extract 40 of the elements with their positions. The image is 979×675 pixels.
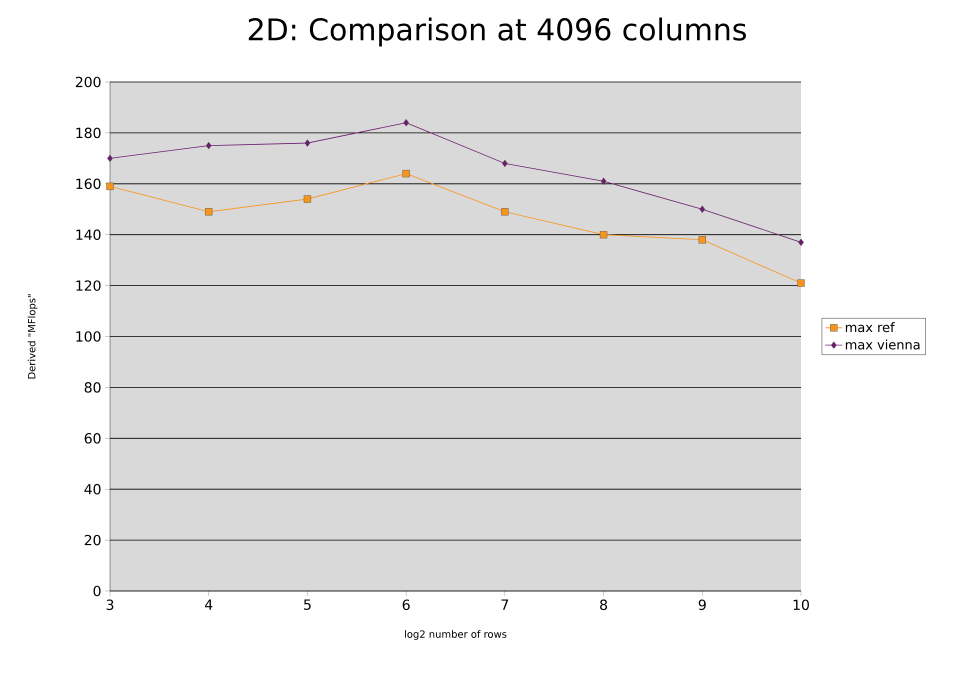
point (502, 160, 508, 168)
point (501, 208, 509, 216)
x-tick-label: 3 (106, 600, 114, 610)
y-tick-label: 0 (94, 586, 101, 596)
legend-label: max ref (846, 322, 895, 332)
y-tick-label: 180 (76, 128, 101, 138)
point (402, 170, 410, 178)
chart-title: 2D: Comparison at 4096 columns (248, 18, 746, 46)
point (600, 231, 608, 238)
point (106, 182, 114, 190)
y-axis-title: Derived "MFlops" (28, 294, 38, 379)
x-axis-title: log2 number of rows (405, 630, 506, 640)
point (304, 139, 310, 147)
y-tick-label: 40 (84, 484, 101, 494)
y-tick-label: 100 (76, 331, 101, 342)
y-tick-label: 20 (84, 534, 101, 546)
point (107, 154, 113, 162)
x-tick-label: 7 (502, 600, 508, 610)
point (304, 195, 312, 203)
y-tick-label: 140 (76, 229, 101, 240)
x-tick-label: 8 (600, 600, 608, 610)
y-tick-label: 160 (76, 178, 101, 190)
x-tick-label: 5 (304, 600, 311, 610)
y-tick-label: 60 (84, 433, 101, 444)
point (798, 238, 804, 246)
legend-label: max vienna (846, 339, 920, 350)
point (206, 142, 212, 150)
point (797, 279, 805, 287)
y-tick-label: 80 (84, 382, 101, 393)
x-tick-label: 9 (698, 600, 706, 610)
x-tick-label: 4 (204, 600, 212, 610)
x-tick-label: 10 (794, 600, 809, 610)
point (698, 236, 706, 244)
y-tick-label: 120 (76, 280, 101, 291)
point (699, 206, 706, 213)
point (403, 119, 409, 126)
point (205, 208, 212, 216)
x-tick-label: 6 (402, 600, 410, 610)
point (600, 178, 606, 185)
y-tick-label: 200 (76, 76, 101, 88)
